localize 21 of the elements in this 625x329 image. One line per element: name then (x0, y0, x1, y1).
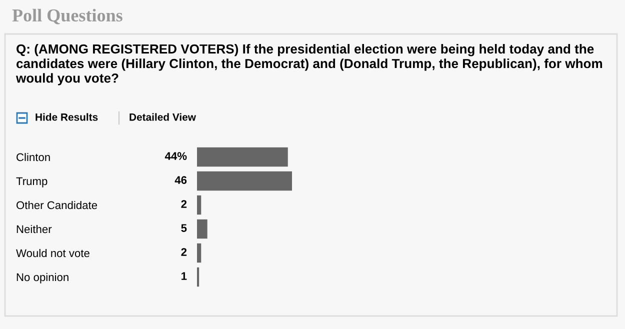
y-tick-label: Neither (16, 224, 52, 234)
chart-subtitle: Q: (AMONG REGISTERED VOTERS) If the presidential election were being held today and the candidates were (Hillary Clinton, the Democrat) and (Donald Trump, the Republican), for whom would you vote? (16, 44, 602, 86)
y-tick-label: Trump (16, 177, 48, 188)
y-tick-label: Would not vote (16, 248, 90, 258)
text: Detailed View (130, 113, 196, 121)
text: Hide Results (36, 113, 98, 121)
data-label: 2 (181, 200, 187, 208)
y-tick-label: No opinion (16, 272, 68, 284)
data-label: 5 (181, 224, 187, 232)
data-label: 46 (174, 176, 187, 184)
data-label: 2 (181, 248, 187, 256)
bar (197, 195, 202, 215)
chart-title: Poll Questions (12, 8, 122, 24)
bar (197, 219, 208, 239)
y-tick-label: Other Candidate (16, 200, 98, 210)
y-tick-label: Clinton (16, 152, 50, 162)
bar (197, 243, 202, 263)
data-label: 1 (182, 272, 187, 280)
bar (197, 171, 292, 191)
data-label: 44% (164, 152, 187, 160)
bar (197, 147, 288, 167)
